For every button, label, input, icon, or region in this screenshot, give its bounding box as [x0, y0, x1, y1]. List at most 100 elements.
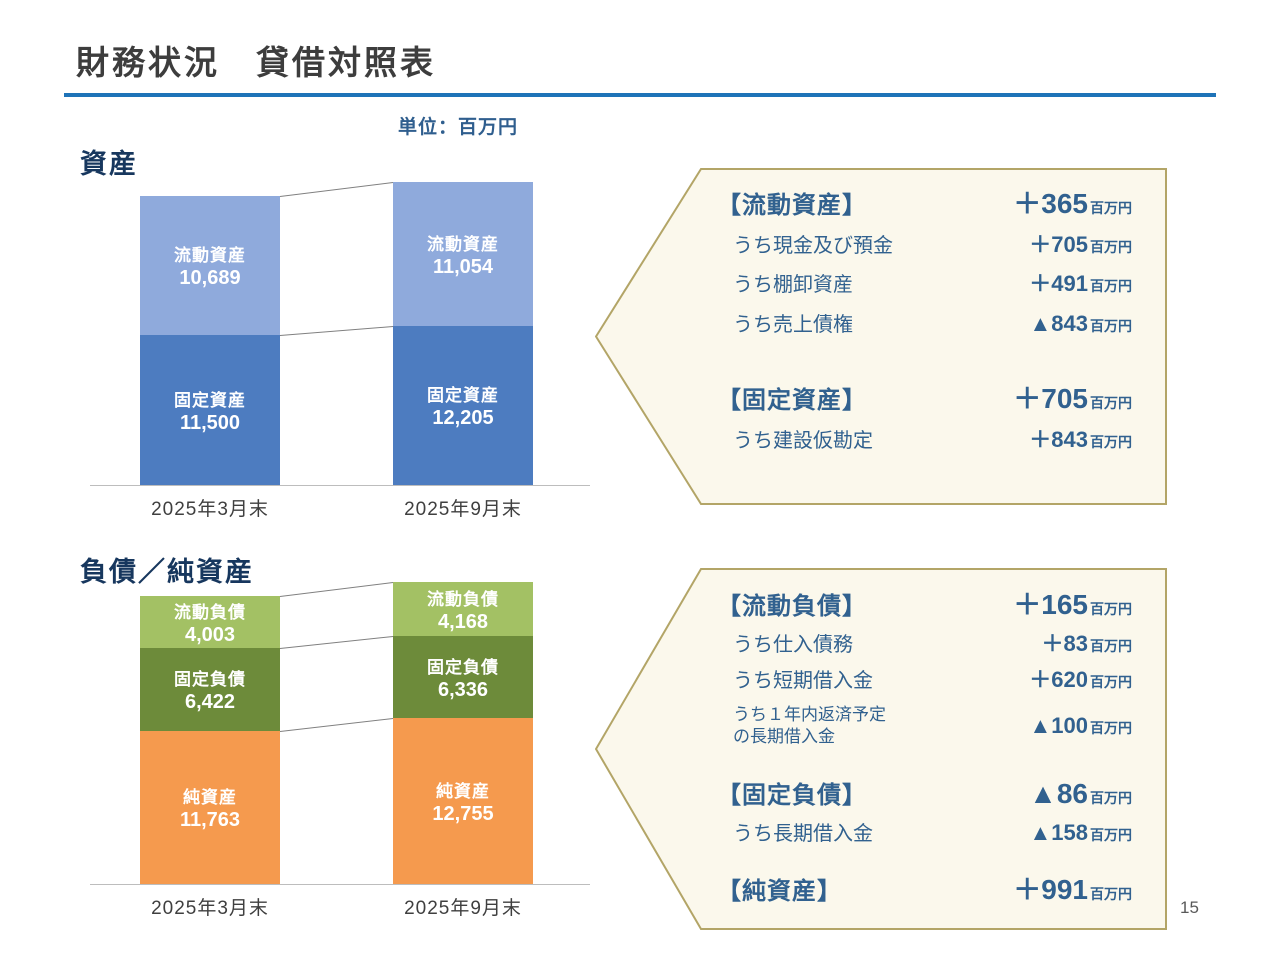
segment-label: 固定資産 [427, 386, 499, 405]
segment-value: 12,205 [432, 407, 494, 429]
callout-item-label: 【流動負債】 [717, 593, 867, 620]
callout-row: うち棚卸資産 ＋491 百万円 [717, 264, 1132, 304]
callout-item-label: うち１年内返済予定 の長期借入金 [733, 705, 886, 747]
callout-item-value: ＋491 百万円 [1029, 264, 1132, 303]
unit-suffix: 百万円 [1090, 200, 1132, 216]
segment-label: 流動資産 [174, 246, 246, 265]
axis-category-label: 2025年3月末 [151, 898, 269, 919]
callout-row: うち長期借入金 ▲158 百万円 [717, 815, 1132, 851]
callout-arrow-shape [595, 168, 1167, 505]
change-amount: ＋365 [1013, 188, 1088, 219]
change-amount: ▲100 [1029, 713, 1088, 739]
change-amount: ＋620 [1029, 666, 1088, 692]
change-amount: ▲843 [1029, 310, 1088, 336]
segment-label: 流動資産 [427, 234, 499, 254]
axis-category-label: 2025年3月末 [151, 499, 269, 520]
callout-item-label: 【固定負債】 [717, 782, 867, 810]
segment-label: 純資産 [183, 788, 237, 807]
change-amount: ＋83 [1041, 631, 1088, 656]
segment-value: 6,336 [437, 678, 489, 701]
callout-item-label: 【純資産】 [717, 878, 842, 906]
callout-item-label: 【流動資産】 [717, 192, 867, 219]
assets-heading: 資産 [80, 149, 138, 179]
segment-流動負債: 流動負債 4,168 [393, 582, 533, 636]
segment-value: 11,054 [432, 255, 494, 278]
change-amount: ▲158 [1029, 820, 1088, 846]
segment-value: 10,689 [179, 267, 241, 289]
change-amount: ＋705 [1029, 231, 1088, 257]
liabilities-stacked-bar-chart: 純資産 11,763 固定負債 6,422 流動負債 4,003 2025年3月末 純資産 12… [90, 575, 590, 919]
callout-row: うち現金及び預金 ＋705 百万円 [717, 225, 1132, 265]
change-amount: ▲86 [1029, 778, 1088, 810]
change-amount: ＋165 [1013, 589, 1088, 620]
unit-suffix: 百万円 [1090, 673, 1132, 690]
callout-item-value: ＋705 百万円 [1013, 379, 1132, 420]
unit-suffix: 百万円 [1090, 238, 1132, 255]
callout-item-label: 【固定資産】 [717, 387, 867, 415]
callout-item-label: うち仕入債務 [733, 634, 853, 656]
stacked-bar-2025年9月末: 純資産 12,755 固定負債 6,336 流動負債 4,168 [393, 582, 533, 884]
segment-value: 6,422 [184, 691, 236, 713]
callout-row: うち仕入債務 ＋83 百万円 [717, 626, 1132, 662]
page-title: 財務状況 貸借対照表 [76, 44, 436, 81]
callout-item-value: ▲100 百万円 [1030, 713, 1132, 739]
segment-value: 11,763 [179, 809, 241, 831]
callout-item-value: ＋705 百万円 [1029, 225, 1132, 264]
stacked-bar-2025年3月末: 固定資産 11,500 流動資産 10,689 [140, 196, 280, 485]
segment-固定資産: 固定資産 12,205 [393, 326, 533, 485]
segment-value: 12,755 [432, 802, 494, 825]
change-amount: ＋843 [1029, 426, 1088, 452]
liabilities-callout: 【流動負債】 ＋165 百万円 うち仕入債務 ＋83 百万円 うち短期借入金 ＋620 百万円う… [595, 568, 1168, 930]
callout-item-label: うち売上債権 [733, 313, 853, 336]
unit-suffix: 百万円 [1090, 886, 1132, 903]
segment-value: 4,168 [437, 610, 489, 633]
unit-suffix: 百万円 [1090, 601, 1132, 617]
segment-value: 4,003 [184, 623, 236, 646]
segment-流動資産: 流動資産 10,689 [140, 196, 280, 335]
callout-row: 【純資産】 ＋991 百万円 [717, 869, 1132, 911]
callout-item-value: ▲158 百万円 [1030, 815, 1132, 851]
callout-item-value: ＋83 百万円 [1042, 626, 1132, 662]
unit-suffix: 百万円 [1090, 638, 1132, 654]
segment-純資産: 純資産 11,763 [140, 731, 280, 884]
title-rule [64, 93, 1216, 97]
callout-item-label: うち建設仮勘定 [733, 429, 873, 452]
segment-固定資産: 固定資産 11,500 [140, 335, 280, 485]
callout-item-label: うち現金及び預金 [733, 234, 893, 257]
segment-固定負債: 固定負債 6,336 [393, 636, 533, 718]
callout-row: うち１年内返済予定 の長期借入金 ▲100 百万円 [717, 704, 1132, 748]
segment-label: 固定資産 [174, 390, 246, 410]
change-amount: ＋491 [1029, 271, 1088, 297]
unit-suffix: 百万円 [1090, 720, 1132, 737]
callout-row: 【固定負債】 ▲86 百万円 [717, 773, 1132, 815]
assets-stacked-bar-chart: 固定資産 11,500 流動資産 10,689 2025年3月末 固定資産 12,205 流動… [90, 180, 590, 520]
callout-item-value: ＋165 百万円 [1013, 584, 1132, 626]
unit-label: 単位：百万円 [398, 117, 519, 138]
callout-item-value: ＋991 百万円 [1013, 869, 1132, 911]
callout-item-label: うち短期借入金 [733, 669, 873, 692]
unit-suffix: 百万円 [1090, 790, 1132, 807]
callout-item-label: うち棚卸資産 [733, 274, 853, 297]
change-amount: ＋705 [1013, 383, 1088, 415]
axis-category-label: 2025年9月末 [404, 898, 522, 919]
segment-label: 固定負債 [427, 657, 499, 677]
callout-row: 【固定資産】 ＋705 百万円 [717, 379, 1132, 420]
callout-item-value: ＋843 百万円 [1029, 420, 1132, 459]
unit-suffix: 百万円 [1090, 317, 1132, 334]
callout-item-label: うち長期借入金 [733, 823, 873, 846]
callout-row: うち建設仮勘定 ＋843 百万円 [717, 420, 1132, 460]
segment-固定負債: 固定負債 6,422 [140, 648, 280, 731]
unit-suffix: 百万円 [1090, 827, 1132, 844]
segment-value: 11,500 [179, 411, 241, 434]
callout-row: 【流動資産】 ＋365 百万円 [717, 184, 1132, 225]
segment-label: 固定負債 [174, 670, 246, 689]
page-number: 15 [1180, 898, 1199, 917]
unit-suffix: 百万円 [1090, 278, 1132, 295]
assets-callout: 【流動資産】 ＋365 百万円 うち現金及び預金 ＋705 百万円 うち棚卸資産 ＋491 百万… [595, 168, 1168, 505]
callout-row: 【流動負債】 ＋165 百万円 [717, 584, 1132, 626]
segment-label: 流動負債 [174, 602, 246, 622]
change-amount: ＋991 [1013, 874, 1088, 906]
callout-item-value: ▲843 百万円 [1030, 304, 1132, 343]
callout-item-value: ＋620 百万円 [1029, 662, 1132, 698]
